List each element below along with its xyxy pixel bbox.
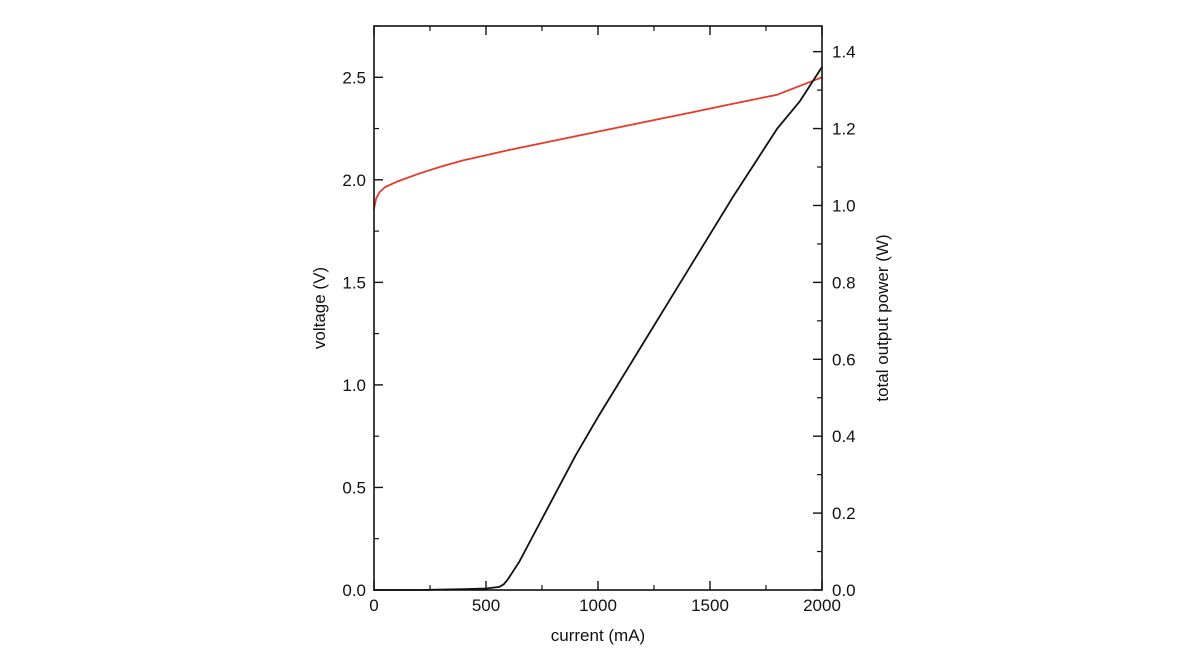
y-axis-right-title: total output power (W) bbox=[873, 234, 892, 401]
y2-tick-label: 0.6 bbox=[832, 350, 856, 369]
y2-tick-label: 0.0 bbox=[832, 581, 856, 600]
y-axis-left-title: voltage (V) bbox=[310, 267, 329, 349]
y2-tick-label: 0.8 bbox=[832, 273, 856, 292]
x-tick-label: 2000 bbox=[803, 596, 841, 615]
series-line-voltage bbox=[373, 76, 823, 210]
x-tick-label: 1000 bbox=[579, 596, 617, 615]
y-tick-label: 2.5 bbox=[342, 68, 366, 87]
x-axis-title: current (mA) bbox=[551, 626, 645, 645]
series-line-power bbox=[373, 66, 823, 591]
y2-tick-label: 1.2 bbox=[832, 120, 856, 139]
y-tick-label: 1.5 bbox=[342, 273, 366, 292]
x-tick-label: 500 bbox=[472, 596, 500, 615]
y-tick-label: 0.0 bbox=[342, 581, 366, 600]
y-axis-right: 0.0 0.2 0.4 0.6 0.8 1.0 1.2 1.4 bbox=[813, 43, 856, 600]
y-tick-label: 2.0 bbox=[342, 171, 366, 190]
x-axis: 0 500 1000 1500 2000 bbox=[369, 26, 841, 615]
y-tick-label: 1.0 bbox=[342, 376, 366, 395]
y2-tick-label: 0.4 bbox=[832, 427, 856, 446]
y2-tick-label: 1.4 bbox=[832, 43, 856, 62]
y2-tick-label: 0.2 bbox=[832, 504, 856, 523]
y-axis-left: 0.0 0.5 1.0 1.5 2.0 2.5 bbox=[342, 25, 383, 600]
y-tick-label: 0.5 bbox=[342, 478, 366, 497]
plot-frame bbox=[373, 25, 823, 591]
series-group bbox=[373, 66, 823, 591]
x-tick-label: 1500 bbox=[691, 596, 729, 615]
y2-tick-label: 1.0 bbox=[832, 196, 856, 215]
x-tick-label: 0 bbox=[369, 596, 378, 615]
